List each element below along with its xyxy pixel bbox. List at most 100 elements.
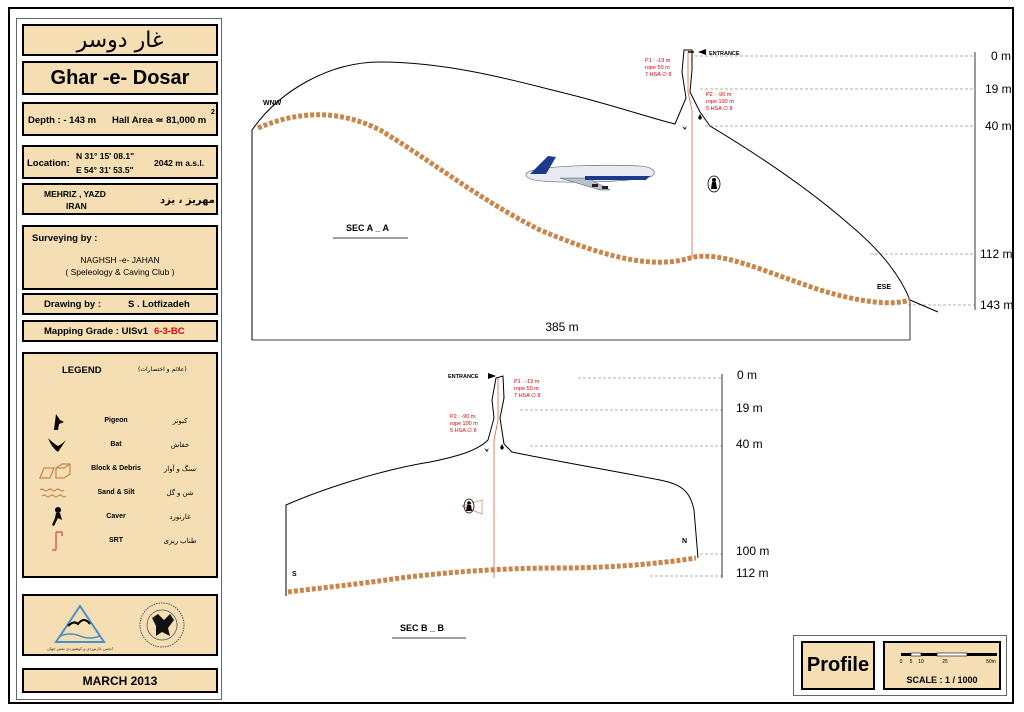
depth-label: 19 m [985, 82, 1012, 96]
entrance-label: ENTRANCE [709, 51, 740, 57]
legend-box: LEGEND (علائم و اختصارات) Pigeon کبوتر B… [22, 352, 218, 578]
pitch-annotation: P1 : -19 m [645, 58, 671, 64]
pitch-annotation: 5 HSA ∅ 8 [706, 105, 733, 112]
depth-label: 40 m [736, 437, 763, 451]
pitch-annotation: P1 : -19 m [514, 379, 540, 385]
legend-title: LEGEND [62, 365, 102, 376]
pigeon-icon [500, 444, 504, 450]
legend-label-fa: کبوتر [172, 418, 188, 425]
drawing-label: Drawing by : [44, 299, 102, 310]
scale-tick: 5 [910, 659, 913, 665]
legend-label-en: Caver [106, 513, 126, 520]
bat-icon [682, 126, 687, 130]
legend-label-en: SRT [109, 537, 123, 544]
legend-row-block-debris: Block & Debris سنگ و آوار [24, 458, 216, 482]
legend-row-pigeon: Pigeon کبوتر [24, 410, 216, 434]
bat-icon [48, 438, 66, 452]
section-label: SEC B _ B [400, 623, 445, 633]
surveyor-club: ( Speleology & Caving Club ) [65, 267, 175, 277]
legend-label-en: Sand & Silt [97, 489, 135, 496]
caver-icon [707, 175, 721, 193]
pitch-annotation: rope 50 m [645, 65, 670, 71]
grade-value: 6-3-BC [154, 326, 185, 337]
pitch-annotation: 7 HSA ∅ 8 [514, 392, 541, 399]
legend-label-fa: طناب ریزی [163, 538, 197, 545]
legend-row-bat: Bat خفاش [24, 434, 216, 458]
entrance-arrow [698, 49, 706, 55]
block-debris-icon [39, 463, 71, 479]
cave-title-fa: غار دوسر [22, 24, 218, 56]
mapping-grade-box: Mapping Grade : UISv1 6-3-BC [22, 320, 218, 342]
legend-label-en: Bat [110, 441, 122, 448]
depth-label: 0 m [991, 49, 1011, 63]
region-fa: مهریز ، یزد [160, 195, 215, 206]
region-box: MEHRIZ , YAZD IRAN مهریز ، یزد [22, 183, 218, 215]
legend-label-fa: خفاش [170, 442, 190, 449]
section-bb: 0 m 19 m 40 m 100 m 112 m ENTRANCE P1 : … [285, 368, 769, 639]
legend-row-caver: Caver غارنورد [24, 506, 216, 530]
surveying-box: Surveying by : NAGHSH -e- JAHAN ( Speleo… [22, 225, 218, 290]
width-label: 385 m [545, 320, 578, 334]
entrance-label: ENTRANCE [448, 374, 479, 380]
club-logo-triangle [54, 604, 106, 643]
pitch-annotation: 5 HSA ∅ 8 [450, 427, 477, 434]
pitch-annotation: P2 : -90 m [706, 92, 732, 98]
coord-east: E 54° 31' 53.5" [76, 165, 134, 175]
pitch-annotation: 7 HSA ∅ 8 [645, 71, 672, 78]
legend-title-fa: (علائم و اختصارات) [138, 366, 187, 373]
profile-title: Profile [801, 641, 875, 690]
scale-tick: 0 [900, 659, 903, 665]
scale-tick: 25 [942, 659, 948, 665]
legend-row-srt: SRT طناب ریزی [24, 530, 216, 554]
pitch-annotation: rope 100 m [450, 421, 478, 427]
legend-label-en: Pigeon [104, 417, 128, 424]
legend-label-fa: سنگ و آوار [163, 466, 197, 473]
pitch-annotation: rope 50 m [514, 386, 539, 392]
airplane-icon [525, 156, 655, 191]
pitch-annotation: rope 100 m [706, 99, 734, 105]
depth-label: 100 m [736, 544, 769, 558]
depth-label: 112 m [980, 247, 1012, 261]
caver-icon [52, 507, 62, 526]
legend-row-sand-silt: Sand & Silt شن و گل [24, 482, 216, 506]
direction-label-right: N [682, 538, 687, 545]
cave-title-en: Ghar -e- Dosar [22, 61, 218, 95]
direction-label-left: WNW [263, 100, 282, 107]
pigeon-icon [54, 414, 64, 430]
club-logo-seal [139, 602, 185, 648]
depth-label: 112 m [736, 566, 768, 580]
location-box: Location: N 31° 15' 08.1" E 54° 31' 53.5… [22, 145, 218, 179]
direction-label-left: S [292, 571, 297, 578]
depth-label: 19 m [736, 401, 763, 415]
logos-box: انجمن غارنوردی و کوهنوردی نقش جهان [22, 594, 218, 656]
legend-label-en: Block & Debris [91, 465, 141, 472]
legend-label-fa: شن و گل [166, 490, 194, 497]
legend-label-fa: غارنورد [169, 514, 191, 521]
scale-tick: 10 [918, 659, 924, 665]
date-box: MARCH 2013 [22, 668, 218, 693]
title-panel [16, 18, 222, 700]
scale-box: 0 5 10 25 50m SCALE : 1 / 1000 [883, 641, 1001, 690]
grade-label: Mapping Grade : UISv1 [44, 326, 148, 337]
altitude-value: 2042 m a.s.l. [154, 158, 205, 168]
scale-label: SCALE : 1 / 1000 [906, 675, 978, 685]
depth-area-box: Depth : - 143 m Hall Area ≃ 81,000 m 2 [22, 102, 218, 136]
srt-icon [52, 531, 63, 551]
region-en-line2: IRAN [66, 201, 87, 211]
drawing-box: Drawing by : S . Lotfizadeh [22, 293, 218, 315]
scale-tick: 50m [986, 659, 996, 665]
scale-bar: 0 5 10 25 50m [900, 652, 997, 665]
map-frame [8, 7, 1014, 704]
direction-label-right: ESE [877, 284, 891, 291]
caver-icon [461, 498, 483, 515]
depth-label: 0 m [737, 368, 757, 382]
bat-icon [484, 448, 489, 452]
depth-label: 40 m [985, 119, 1012, 133]
depth-value: Depth : - 143 m [28, 115, 97, 126]
section-aa: 0 m 19 m 40 m 112 m 143 m ENTRANCE P1 : … [251, 49, 1013, 341]
pitch-annotation: P2 : -90 m [450, 414, 476, 420]
profile-scale-box [793, 635, 1007, 696]
region-en-line1: MEHRIZ , YAZD [44, 189, 106, 199]
depth-label: 143 m [980, 298, 1013, 312]
logo-caption: انجمن غارنوردی و کوهنوردی نقش جهان [47, 646, 113, 651]
